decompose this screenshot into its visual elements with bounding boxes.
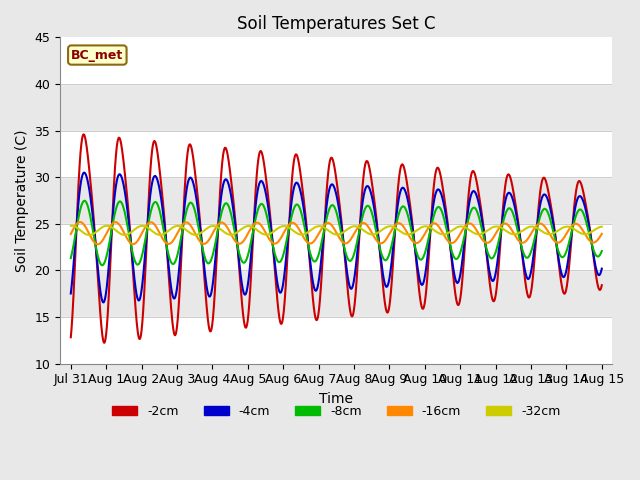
Text: BC_met: BC_met [71,48,124,61]
Y-axis label: Soil Temperature (C): Soil Temperature (C) [15,129,29,272]
X-axis label: Time: Time [319,392,353,406]
Bar [60,131,612,177]
Bar [60,37,612,84]
Title: Soil Temperatures Set C: Soil Temperatures Set C [237,15,436,33]
Bar [60,317,612,364]
Bar [60,224,612,270]
Legend: -2cm, -4cm, -8cm, -16cm, -32cm: -2cm, -4cm, -8cm, -16cm, -32cm [107,400,566,423]
